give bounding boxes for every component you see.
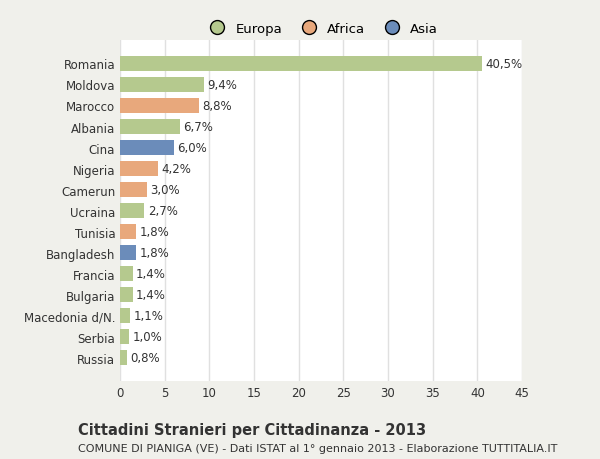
Bar [120,350,127,365]
Text: 1,4%: 1,4% [136,289,166,302]
Text: 2,7%: 2,7% [148,205,178,218]
Text: Cittadini Stranieri per Cittadinanza - 2013: Cittadini Stranieri per Cittadinanza - 2… [78,422,426,437]
Bar [120,204,144,218]
Bar [120,267,133,282]
Bar [120,140,173,156]
Text: 1,8%: 1,8% [140,246,169,260]
Bar [120,287,133,302]
Bar [120,246,136,261]
Text: 9,4%: 9,4% [208,79,238,92]
Text: 3,0%: 3,0% [151,184,180,196]
Bar [120,99,199,114]
Text: 4,2%: 4,2% [161,162,191,176]
Text: 40,5%: 40,5% [485,58,523,71]
Bar [120,162,158,177]
Text: 1,0%: 1,0% [133,330,162,343]
Bar [120,120,180,135]
Text: 1,4%: 1,4% [136,268,166,280]
Bar [120,183,147,198]
Text: 1,1%: 1,1% [133,309,163,323]
Text: 0,8%: 0,8% [131,352,160,364]
Bar [120,330,129,345]
Bar [120,57,482,72]
Bar [120,78,204,93]
Text: COMUNE DI PIANIGA (VE) - Dati ISTAT al 1° gennaio 2013 - Elaborazione TUTTITALIA: COMUNE DI PIANIGA (VE) - Dati ISTAT al 1… [78,443,557,453]
Bar [120,308,130,324]
Legend: Europa, Africa, Asia: Europa, Africa, Asia [199,17,443,41]
Text: 8,8%: 8,8% [202,100,232,113]
Text: 6,7%: 6,7% [184,121,214,134]
Text: 1,8%: 1,8% [140,226,169,239]
Text: 6,0%: 6,0% [177,142,207,155]
Bar [120,224,136,240]
